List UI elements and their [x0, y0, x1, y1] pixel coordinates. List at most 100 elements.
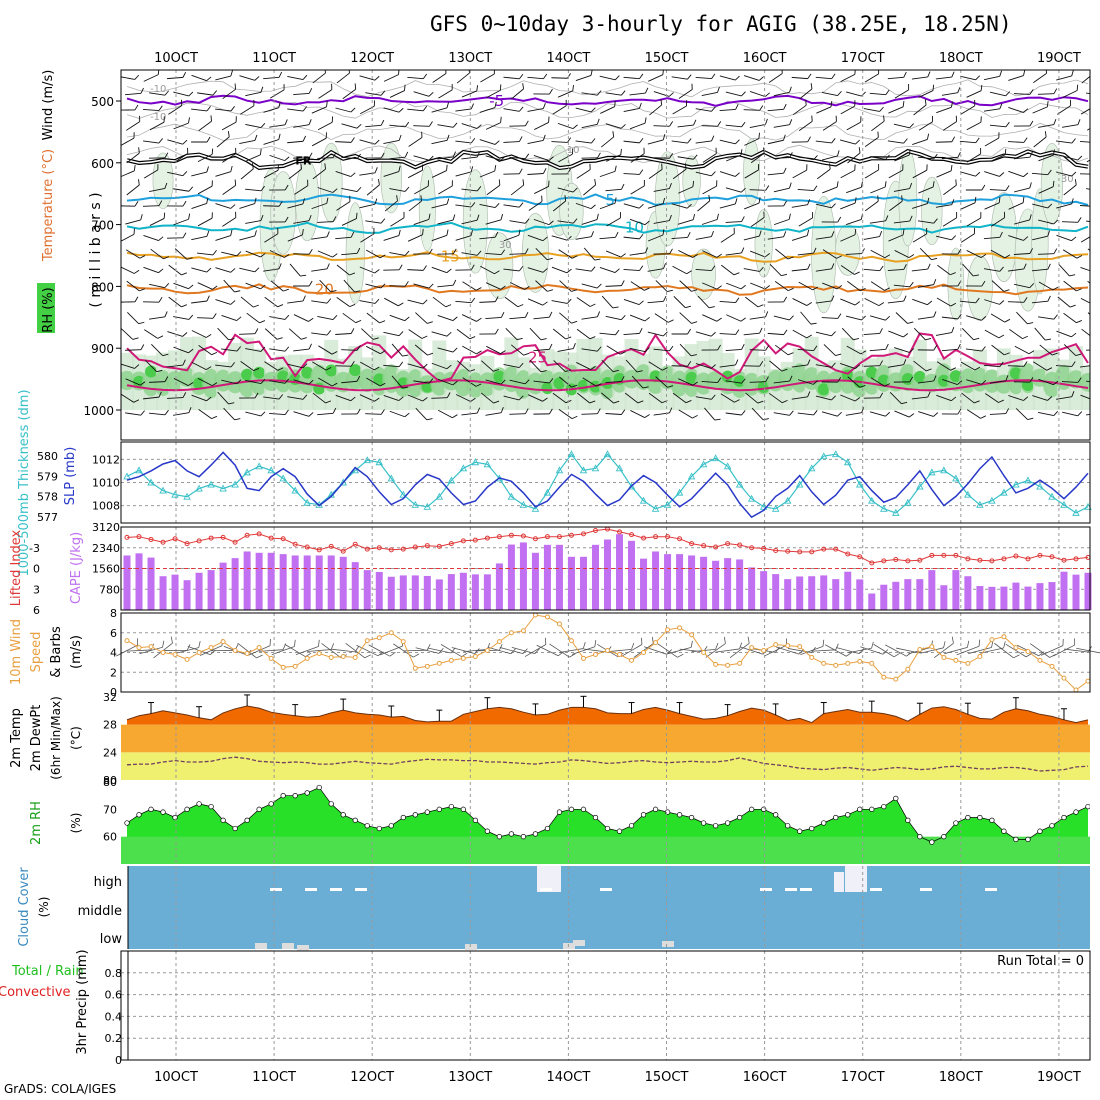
barb-tick — [1023, 70, 1026, 76]
barb-tick — [871, 641, 874, 649]
rh-shade-high — [301, 366, 314, 379]
barb-staff — [811, 649, 836, 652]
barb-tick — [590, 366, 596, 370]
wind-barb — [935, 136, 956, 143]
barb-tick — [810, 322, 817, 325]
barb-staff — [1062, 155, 1078, 161]
ylabel-precip-convective: Convective — [0, 985, 71, 1000]
wind-barb — [287, 295, 306, 304]
barb-tick — [278, 101, 281, 108]
barb-staff — [941, 348, 958, 352]
wind-barb — [942, 211, 958, 227]
barb-staff — [295, 646, 319, 655]
wind-barb — [319, 279, 337, 293]
wind-barb — [887, 138, 908, 144]
wind-barb — [1086, 220, 1090, 224]
barb-tick — [476, 151, 481, 158]
barb-staff — [623, 299, 640, 305]
barb-staff — [984, 202, 1000, 210]
barb-tick — [860, 116, 862, 123]
wind-barb — [767, 200, 788, 207]
barb-tick — [643, 287, 650, 291]
barb-tick — [668, 319, 674, 323]
barb-tick — [1071, 361, 1076, 367]
barb-staff — [485, 122, 501, 130]
wind-barb — [791, 199, 811, 208]
barb-staff — [307, 649, 332, 652]
rh-point — [556, 809, 563, 815]
barb-staff — [245, 250, 261, 258]
barb-staff — [822, 186, 838, 194]
barb-tick — [925, 368, 932, 372]
wind-barb — [432, 296, 452, 308]
barb-staff — [336, 264, 350, 276]
wind-barb — [719, 329, 740, 335]
wind-barb — [1015, 408, 1034, 421]
wind-barb — [311, 330, 332, 336]
barb-staff — [311, 236, 328, 240]
wind-barb — [1033, 131, 1047, 148]
cape-bar — [988, 586, 996, 610]
barb-tick — [597, 152, 601, 159]
barb-tick — [302, 106, 308, 112]
barb-staff — [240, 360, 254, 372]
wind-barb — [1056, 234, 1077, 242]
barb-tick — [1027, 417, 1034, 421]
wind-barb — [389, 314, 410, 322]
wind-barb — [245, 411, 266, 417]
barb-staff — [389, 410, 405, 418]
thickness-point — [747, 494, 756, 502]
barb-tick — [615, 329, 620, 336]
wind-barb — [840, 363, 861, 369]
wind-barb — [720, 393, 740, 403]
barb-tick — [302, 295, 306, 302]
barb-staff — [719, 171, 736, 177]
barb-tick — [164, 283, 170, 288]
barb-staff — [368, 644, 391, 657]
barb-tick — [210, 115, 212, 122]
barb-staff — [840, 202, 856, 210]
barb-tick — [331, 83, 333, 90]
wind-barb — [485, 155, 506, 161]
wind-barb — [221, 379, 242, 385]
cape-bar — [255, 552, 263, 610]
barb-tick — [308, 215, 312, 221]
lifted-index-point — [388, 547, 394, 553]
barb-staff — [822, 282, 838, 290]
wind-barb — [822, 249, 842, 259]
barb-tick — [781, 368, 788, 372]
barb-tick — [181, 272, 187, 276]
thickness-point — [916, 482, 924, 490]
barb-tick — [783, 167, 787, 174]
barb-tick — [260, 214, 264, 221]
wind-barb — [917, 344, 938, 351]
barb-tick — [548, 116, 550, 123]
barb-staff — [287, 203, 304, 209]
barb-staff — [702, 250, 718, 258]
barb-tick — [476, 85, 479, 92]
barb-tick — [686, 203, 692, 209]
barb-tick — [374, 298, 380, 304]
wind10m-tick: 6 — [110, 627, 117, 640]
wind-barb — [767, 231, 787, 240]
wind-barb — [647, 295, 667, 304]
wind-barb — [847, 147, 861, 164]
barb-tick — [524, 379, 530, 385]
barb-tick — [691, 289, 698, 292]
wind-barb — [797, 379, 818, 385]
barb-tick — [373, 227, 375, 234]
barb-staff — [1086, 188, 1090, 192]
thickness-point — [291, 486, 299, 494]
wind-barb — [240, 99, 255, 115]
wind-barb — [1080, 266, 1090, 274]
rh-point — [917, 834, 923, 840]
barb-staff — [552, 328, 566, 340]
wind10m-point — [148, 644, 154, 650]
barb-tick — [212, 313, 217, 319]
barb-staff — [956, 645, 980, 656]
wind-barb — [121, 328, 139, 340]
barb-tick — [187, 147, 189, 154]
barb-staff — [407, 108, 424, 112]
barb-staff — [143, 396, 160, 400]
rh-point — [929, 839, 935, 845]
